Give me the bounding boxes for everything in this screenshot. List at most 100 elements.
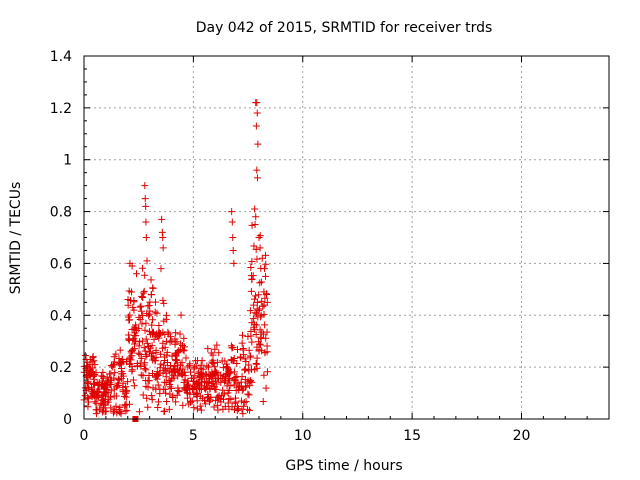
data-point xyxy=(153,309,161,317)
data-point xyxy=(262,384,270,392)
data-point xyxy=(249,315,257,323)
data-point xyxy=(182,354,190,362)
data-point xyxy=(157,265,165,273)
data-point xyxy=(247,377,255,385)
data-point xyxy=(259,397,267,405)
data-point xyxy=(229,234,237,241)
data-point xyxy=(253,310,261,318)
data-point xyxy=(263,298,271,306)
data-point xyxy=(188,374,196,382)
data-point xyxy=(244,390,252,398)
data-point xyxy=(124,378,132,386)
data-point xyxy=(197,385,205,393)
data-point xyxy=(206,398,214,406)
data-point xyxy=(205,374,213,382)
data-point xyxy=(251,205,259,213)
data-point xyxy=(225,405,233,413)
data-point xyxy=(211,345,219,353)
data-point xyxy=(211,363,219,371)
data-point xyxy=(129,376,137,384)
data-point xyxy=(173,391,181,399)
data-point xyxy=(117,410,125,418)
y-tick-label: 0 xyxy=(63,412,72,428)
data-point xyxy=(257,311,265,319)
data-point xyxy=(174,387,182,395)
data-point xyxy=(175,348,183,356)
data-point xyxy=(237,397,245,405)
data-point xyxy=(166,367,174,375)
data-point xyxy=(163,397,171,405)
y-tick-label: 0.8 xyxy=(50,205,72,221)
data-point xyxy=(248,221,256,229)
data-point xyxy=(139,293,147,301)
data-point xyxy=(196,373,204,381)
data-point xyxy=(152,353,160,361)
data-point xyxy=(182,386,190,394)
data-point xyxy=(184,363,192,371)
data-point xyxy=(228,208,236,216)
data-point xyxy=(188,386,196,394)
data-point xyxy=(237,354,245,362)
data-point xyxy=(213,358,221,366)
data-point xyxy=(227,356,235,364)
data-point xyxy=(245,391,253,399)
data-point xyxy=(122,389,130,397)
data-point xyxy=(139,391,147,399)
data-point xyxy=(158,215,166,223)
data-point xyxy=(251,309,259,317)
x-tick-label: 15 xyxy=(403,428,421,444)
data-point xyxy=(160,378,168,386)
data-point xyxy=(205,363,213,371)
data-point xyxy=(171,335,179,343)
data-point xyxy=(150,335,158,343)
data-point xyxy=(152,331,160,339)
data-point xyxy=(256,244,264,252)
data-point xyxy=(162,337,170,345)
data-point xyxy=(253,255,261,263)
data-point xyxy=(206,384,214,392)
data-point xyxy=(127,288,135,296)
data-point xyxy=(225,387,233,395)
data-point xyxy=(256,232,264,240)
data-point xyxy=(100,404,108,412)
data-point xyxy=(228,218,236,226)
data-point xyxy=(253,166,261,174)
data-point xyxy=(242,383,250,391)
data-point xyxy=(250,323,258,331)
data-point xyxy=(186,368,194,376)
data-point xyxy=(162,369,170,377)
data-point xyxy=(84,380,92,388)
data-point xyxy=(154,398,162,406)
data-point xyxy=(232,398,240,406)
data-point xyxy=(189,377,197,385)
data-point xyxy=(225,365,233,373)
data-point xyxy=(225,375,233,383)
data-point xyxy=(137,363,145,371)
data-point xyxy=(107,387,115,395)
data-point xyxy=(138,354,146,362)
data-point xyxy=(168,337,176,345)
data-point xyxy=(209,351,217,359)
data-point xyxy=(218,391,226,399)
data-point xyxy=(138,292,146,300)
data-point xyxy=(135,325,143,333)
data-point xyxy=(148,321,156,329)
data-point xyxy=(135,342,143,350)
data-point xyxy=(246,406,254,414)
data-point xyxy=(95,381,103,389)
data-point xyxy=(84,403,92,411)
data-point xyxy=(159,234,167,241)
x-tick-label: 20 xyxy=(513,428,531,444)
axis-ticks: 0 5 10 15 20 0 0.2 0.4 0.6 0.8 1 1.2 1.4 xyxy=(50,49,609,444)
data-point xyxy=(247,332,255,340)
data-point xyxy=(142,202,150,210)
data-point xyxy=(219,364,227,372)
data-point xyxy=(160,317,168,325)
data-point xyxy=(175,388,183,396)
data-point xyxy=(141,359,149,367)
data-point xyxy=(161,343,169,351)
data-point xyxy=(145,377,153,385)
data-point xyxy=(86,369,94,377)
data-point xyxy=(91,394,99,402)
data-point xyxy=(141,365,149,373)
